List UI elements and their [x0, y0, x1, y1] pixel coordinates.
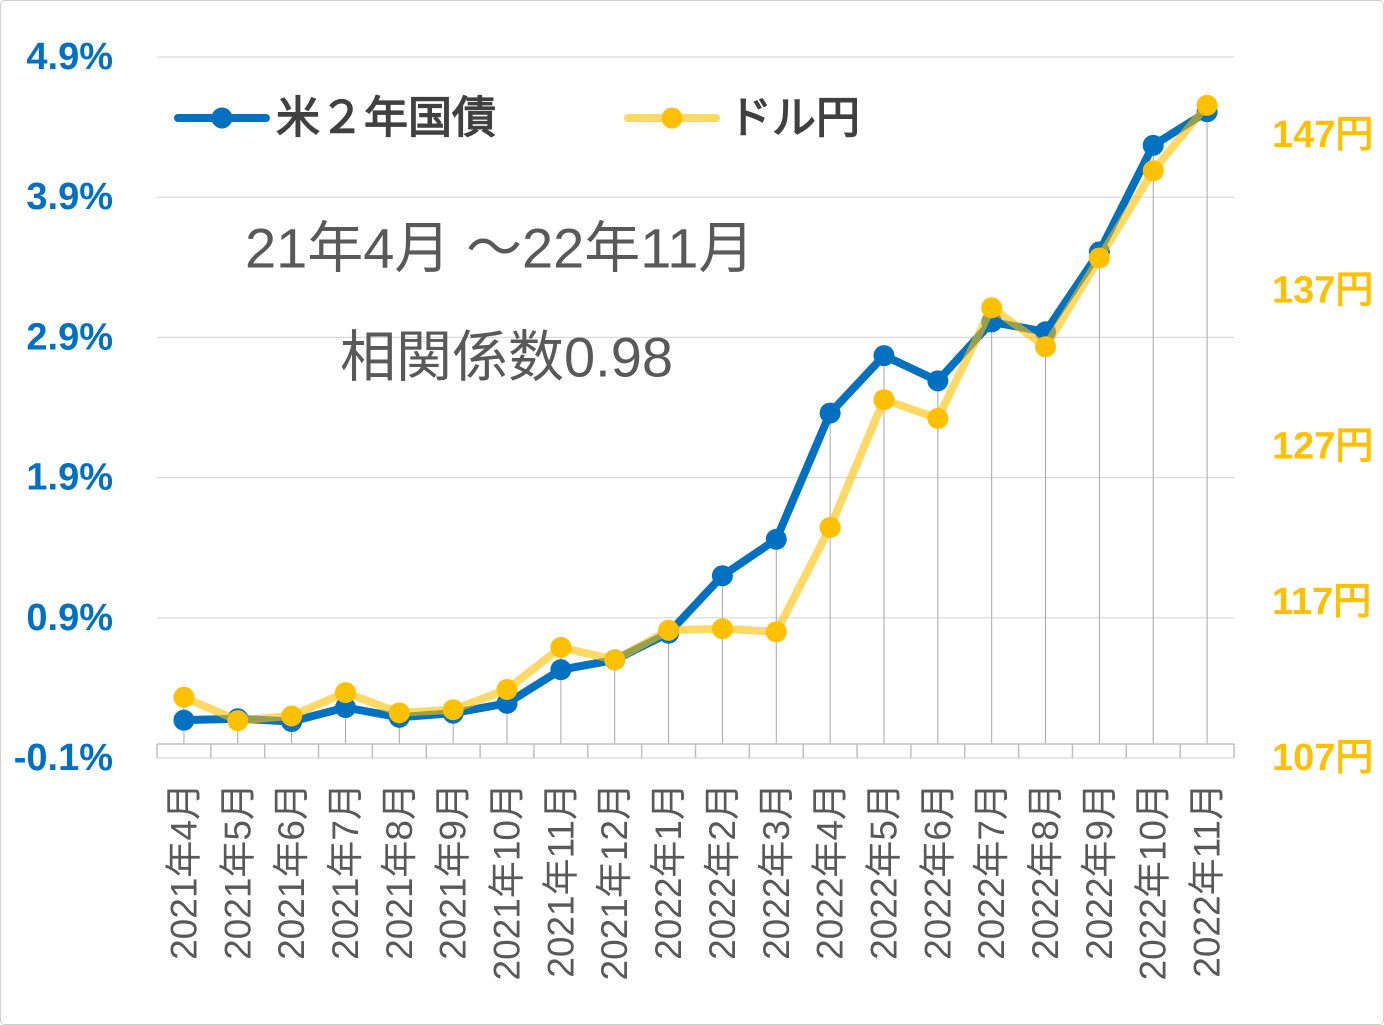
- y-left-tick-label: 4.9%: [26, 36, 113, 78]
- legend-item-us-2y-yield: 米２年国債: [174, 94, 496, 143]
- legend-item-usd-jpy: ドル円: [624, 94, 860, 143]
- x-tick-label: 2021年11月: [540, 783, 581, 978]
- data-point-marker: [550, 659, 572, 681]
- y-left-tick-label: 1.9%: [26, 457, 113, 499]
- data-point-marker: [765, 528, 787, 550]
- data-point-marker: [1035, 336, 1057, 358]
- data-point-marker: [1088, 247, 1110, 269]
- x-axis: 2021年4月 2021年5月 2021年6月 2021年7月 2021年8月 2021年…: [156, 743, 1235, 980]
- x-tick-label: 2021年10月: [487, 783, 528, 980]
- data-point-marker: [442, 699, 464, 721]
- x-tick-label: 2021年5月: [217, 783, 258, 960]
- data-point-marker: [927, 370, 949, 392]
- x-tick-label: 2022年3月: [756, 783, 797, 960]
- x-tick-label: 2022年1月: [648, 783, 689, 960]
- y-left-tick-label: 3.9%: [26, 176, 113, 218]
- y-right-tick-label: 137円: [1272, 270, 1373, 312]
- y-right-tick-label: 147円: [1272, 114, 1373, 156]
- data-point-marker: [1142, 160, 1164, 182]
- legend: 米２年国債 ドル円: [174, 94, 860, 143]
- data-point-marker: [334, 682, 356, 704]
- legend-label: ドル円: [728, 94, 860, 143]
- data-point-marker: [873, 345, 895, 367]
- x-tick-label: 2021年7月: [325, 783, 366, 960]
- data-point-marker: [1196, 94, 1218, 116]
- series-us-2y-yield: [173, 101, 1218, 733]
- y-axis-right: 107円 117円 127円 137円 147円: [1272, 114, 1373, 779]
- y-left-tick-label: 2.9%: [26, 316, 113, 358]
- x-tick-label: 2022年7月: [971, 783, 1012, 960]
- data-point-marker: [281, 705, 303, 727]
- data-point-marker: [334, 697, 356, 719]
- annotation-period: 21年4月 ～22年11月: [245, 217, 754, 280]
- x-tick-label: 2021年4月: [163, 783, 204, 960]
- y-left-tick-label: 0.9%: [26, 597, 113, 639]
- legend-swatch-marker: [211, 107, 233, 129]
- y-axis-left: -0.1% 0.9% 1.9% 2.9% 3.9% 4.9%: [14, 36, 113, 779]
- x-tick-label: 2021年8月: [379, 783, 420, 960]
- data-point-marker: [658, 619, 680, 641]
- x-tick-label: 2022年5月: [863, 783, 904, 960]
- x-tick-label: 2021年6月: [271, 783, 312, 960]
- y-right-tick-label: 127円: [1272, 425, 1373, 467]
- data-point-marker: [173, 709, 195, 731]
- y-right-tick-label: 117円: [1272, 581, 1371, 623]
- data-point-marker: [388, 702, 410, 724]
- data-point-marker: [711, 565, 733, 587]
- series-usd-jpy: [173, 94, 1218, 732]
- data-point-marker: [1142, 134, 1164, 156]
- x-tick-label: 2022年8月: [1025, 783, 1066, 960]
- data-point-marker: [927, 407, 949, 429]
- y-left-tick-label: -0.1%: [14, 737, 113, 779]
- y-right-tick-label: 107円: [1272, 737, 1373, 779]
- annotation-correlation: 相関係数0.98: [340, 326, 673, 389]
- data-point-marker: [604, 649, 626, 671]
- x-tick-label: 2022年2月: [702, 783, 743, 960]
- data-point-marker: [173, 686, 195, 708]
- gridlines: [157, 56, 1234, 759]
- legend-swatch-marker: [661, 107, 683, 129]
- data-point-marker: [550, 636, 572, 658]
- legend-label: 米２年国債: [276, 94, 496, 143]
- x-tick-label: 2022年11月: [1187, 783, 1228, 978]
- x-tick-label: 2022年10月: [1133, 783, 1174, 980]
- x-tick-label: 2022年6月: [917, 783, 958, 960]
- data-point-marker: [981, 297, 1003, 319]
- data-point-marker: [819, 516, 841, 538]
- x-tick-label: 2022年4月: [810, 783, 851, 960]
- x-tick-label: 2021年9月: [433, 783, 474, 960]
- data-point-marker: [873, 389, 895, 411]
- data-point-marker: [496, 678, 518, 700]
- data-point-marker: [227, 710, 249, 732]
- x-tick-label: 2021年12月: [594, 783, 635, 980]
- data-point-marker: [765, 621, 787, 643]
- data-point-marker: [819, 402, 841, 424]
- data-point-marker: [711, 618, 733, 640]
- x-tick-label: 2022年9月: [1079, 783, 1120, 960]
